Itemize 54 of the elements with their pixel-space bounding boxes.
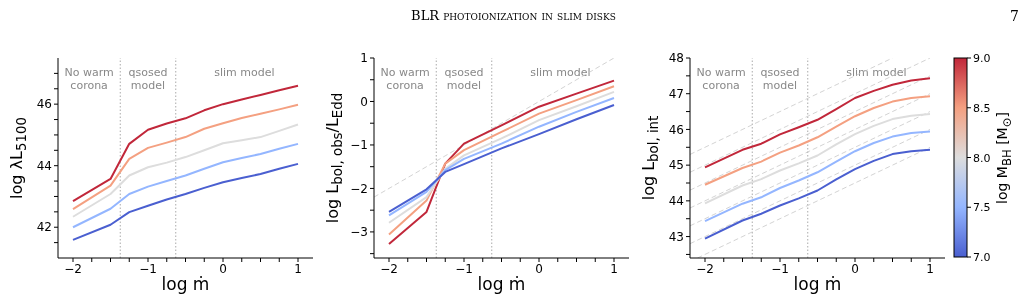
text: 7 (1010, 8, 1019, 24)
line-series (72, 162, 299, 241)
x-tick-label: 1 (294, 261, 302, 276)
x-tick-label: 0 (219, 261, 227, 276)
annotation: No warm corona (64, 66, 114, 92)
y-tick-label: 46 (36, 97, 52, 112)
x-tick-label: −2 (380, 261, 398, 276)
y-tick-label: 0 (360, 94, 368, 109)
annotation: qsosed model (444, 66, 484, 92)
x-tick-label: 1 (926, 261, 934, 276)
line-series (704, 148, 931, 240)
line-series (72, 142, 299, 229)
y-tick-label: −3 (350, 225, 368, 240)
x-tick-label: −2 (696, 261, 714, 276)
x-tick-label: −1 (771, 261, 789, 276)
x-tick-label: −1 (455, 261, 473, 276)
x-tick-label: −1 (139, 261, 157, 276)
color-bar-label: 9.0 (973, 52, 991, 65)
annotation: slim model (214, 66, 275, 79)
color-bar-label: 7.5 (973, 201, 991, 215)
x-tick-label: 1 (610, 261, 618, 276)
line-series (704, 113, 931, 205)
y-tick-label: 1 (360, 51, 368, 66)
line-series (704, 95, 931, 186)
annotation: qsosed model (128, 66, 168, 92)
color-bar-label: 8.5 (973, 101, 991, 115)
y-tick-label: 42 (36, 220, 52, 235)
annotation: slim model (530, 66, 591, 79)
color-bar-label: 7.0 (973, 251, 991, 264)
x-axis-title: log ṁ (476, 274, 527, 294)
y-tick-label: −2 (350, 181, 368, 196)
y-tick-label: 45 (668, 158, 684, 173)
annotation: qsosed model (760, 66, 800, 92)
y-tick-label: 43 (668, 229, 684, 244)
annotation: slim model (846, 66, 907, 79)
x-axis-title: log ṁ (792, 274, 843, 294)
annotation: No warm corona (380, 66, 430, 92)
text: BLR photoionization in slim disks (411, 8, 616, 23)
x-tick-label: −2 (64, 261, 82, 276)
line-series (704, 77, 931, 169)
color-bar-label: 8.0 (973, 151, 991, 165)
x-tick-label: 0 (851, 261, 859, 276)
line-series (704, 130, 931, 223)
line-series (72, 103, 299, 211)
line-series (72, 123, 299, 218)
y-tick-label: 46 (668, 122, 684, 137)
annotation: No warm corona (696, 66, 746, 92)
y-tick-label: 47 (668, 86, 684, 101)
y-tick-label: 44 (668, 194, 684, 209)
y-tick-label: 44 (36, 158, 52, 173)
x-tick-label: 0 (535, 261, 543, 276)
x-axis-title: log ṁ (160, 274, 211, 294)
y-tick-label: 48 (668, 51, 684, 66)
y-tick-label: −1 (350, 138, 368, 153)
